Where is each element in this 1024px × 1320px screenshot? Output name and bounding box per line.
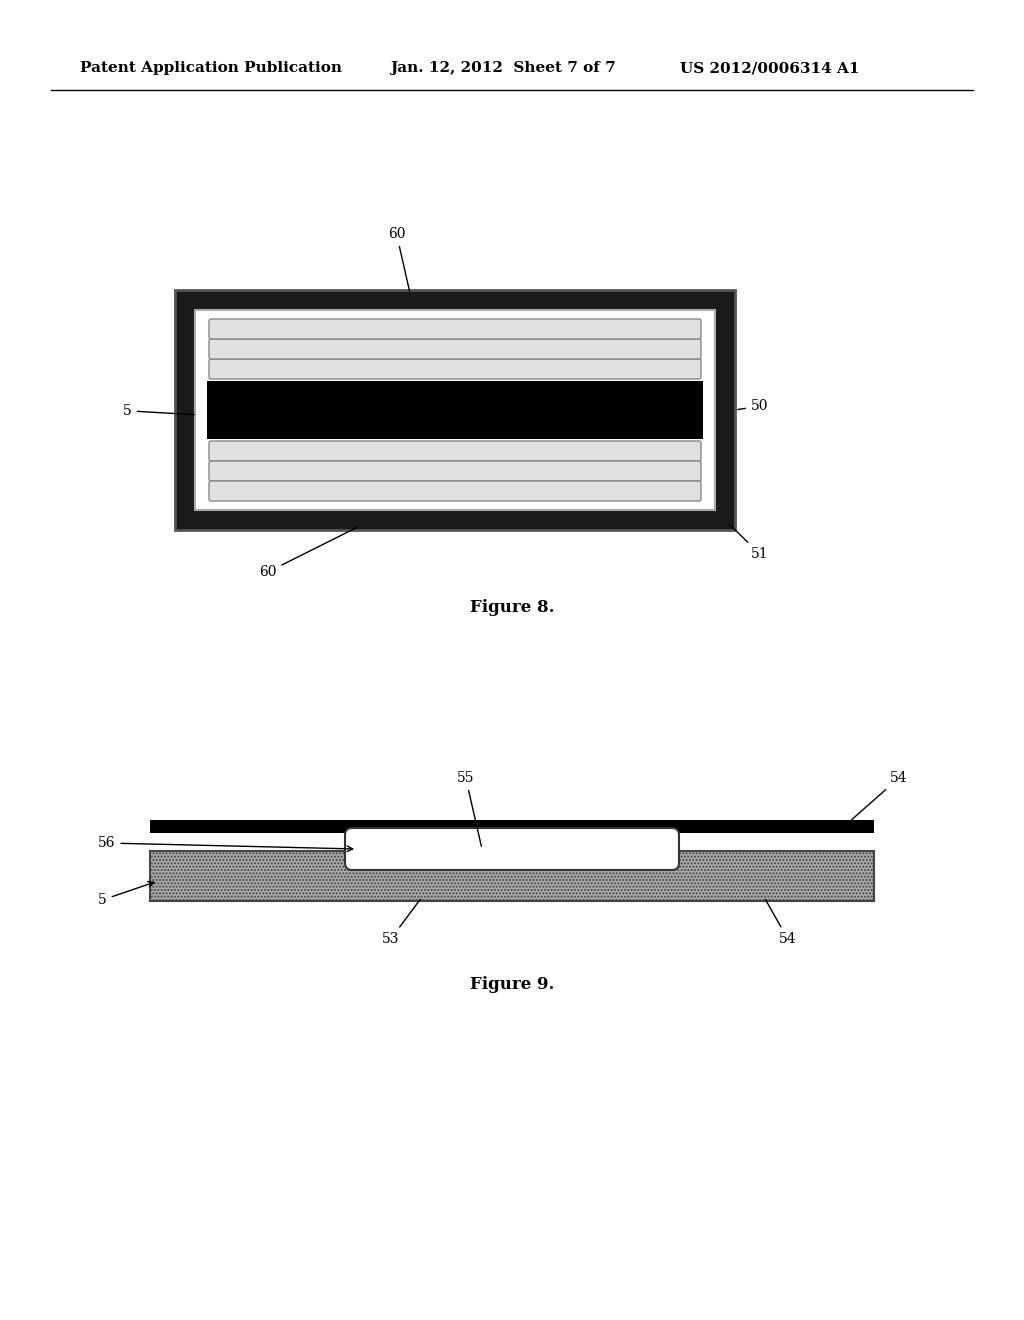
- FancyBboxPatch shape: [209, 441, 701, 461]
- FancyBboxPatch shape: [209, 339, 701, 359]
- FancyBboxPatch shape: [209, 480, 701, 502]
- Text: 53: 53: [382, 899, 420, 946]
- Text: 60: 60: [388, 227, 410, 292]
- FancyBboxPatch shape: [345, 828, 679, 870]
- Bar: [175, 290, 735, 531]
- Text: 50: 50: [737, 399, 768, 413]
- Text: 51: 51: [729, 524, 769, 561]
- Bar: [150, 851, 874, 902]
- Text: Jan. 12, 2012  Sheet 7 of 7: Jan. 12, 2012 Sheet 7 of 7: [390, 61, 615, 75]
- Text: Figure 9.: Figure 9.: [470, 975, 554, 993]
- Bar: [195, 310, 715, 510]
- Text: 56: 56: [98, 836, 352, 851]
- Text: Figure 8.: Figure 8.: [470, 599, 554, 616]
- Text: 5: 5: [123, 404, 195, 418]
- FancyBboxPatch shape: [209, 319, 701, 339]
- Text: Patent Application Publication: Patent Application Publication: [80, 61, 342, 75]
- Text: 60: 60: [259, 527, 357, 579]
- FancyBboxPatch shape: [209, 359, 701, 379]
- Bar: [150, 820, 874, 833]
- Text: 54: 54: [846, 771, 907, 825]
- Text: 54: 54: [765, 899, 797, 946]
- Text: 5: 5: [98, 882, 154, 907]
- Bar: [207, 381, 703, 440]
- Text: US 2012/0006314 A1: US 2012/0006314 A1: [680, 61, 859, 75]
- FancyBboxPatch shape: [209, 461, 701, 480]
- Text: 55: 55: [457, 771, 481, 846]
